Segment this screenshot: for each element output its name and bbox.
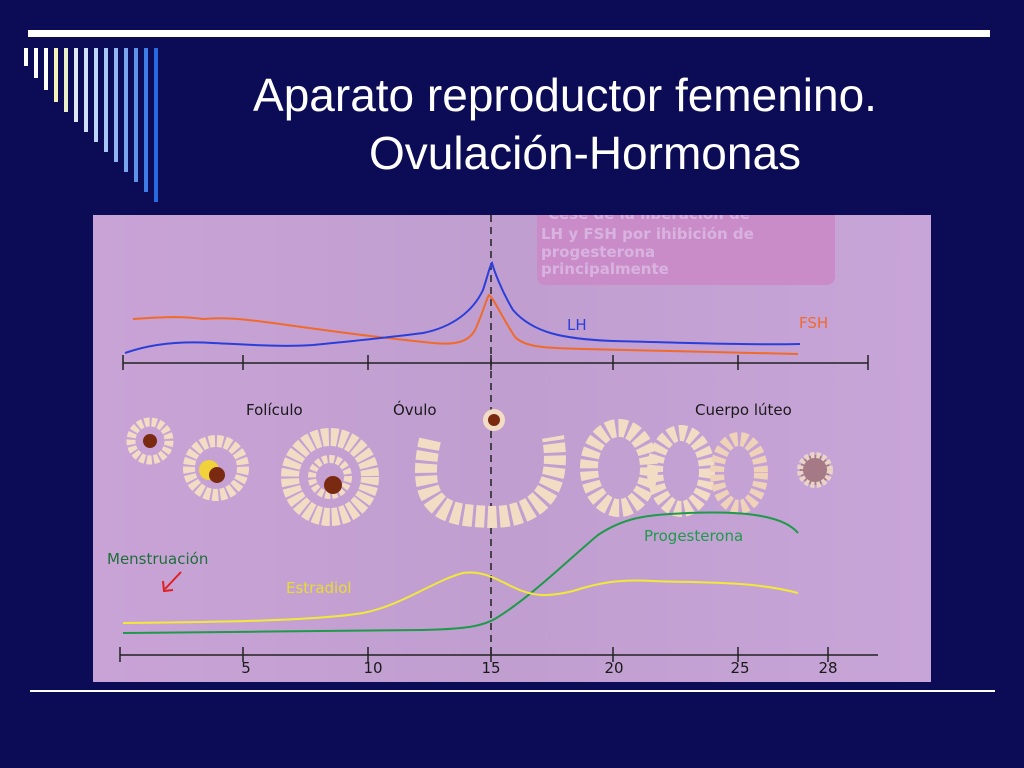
note-line-4: principalmente <box>541 260 669 278</box>
day-tick-15: 15 <box>481 659 500 677</box>
progesterona-label: Progesterona <box>644 527 743 545</box>
day-tick-28: 28 <box>818 659 837 677</box>
title-line-1: Aparato reproductor femenino. <box>253 69 877 121</box>
estradiol-label: Estradiol <box>286 579 352 597</box>
ovulation-figure: Cese de la liberación de LH y FSH por ih… <box>93 215 931 682</box>
progesterona-curve <box>122 511 799 634</box>
note-box <box>537 215 835 285</box>
note-line-1: Cese de la liberación de <box>548 215 750 223</box>
lh-label: LH <box>567 316 587 334</box>
fsh-curve <box>132 293 799 355</box>
note-line-3: progesterona <box>541 243 655 261</box>
title-line-2: Ovulación-Hormonas <box>368 127 802 179</box>
decorative-bars <box>24 48 158 202</box>
slide-title: Aparato reproductor femenino. Ovulación-… <box>160 66 1010 182</box>
day-tick-5: 5 <box>241 659 251 677</box>
note-line-2: LH y FSH por ihibición de <box>541 225 754 243</box>
ovulo-label: Óvulo <box>393 400 437 419</box>
top-rule <box>28 30 990 37</box>
day-tick-10: 10 <box>363 659 382 677</box>
top-axis <box>122 355 869 370</box>
day-tick-20: 20 <box>604 659 623 677</box>
bottom-rule <box>30 690 995 692</box>
foliculo-label: Folículo <box>246 401 303 419</box>
menstruacion-arrow <box>162 571 182 593</box>
day-axis <box>119 647 878 662</box>
follicle-stages-illustration <box>126 409 833 529</box>
day-tick-25: 25 <box>730 659 749 677</box>
menstruacion-label: Menstruación <box>107 550 208 568</box>
estradiol-curve <box>122 571 799 624</box>
cuerpo-luteo-label: Cuerpo lúteo <box>695 401 792 419</box>
lh-curve <box>124 261 801 354</box>
fsh-label: FSH <box>799 314 828 332</box>
